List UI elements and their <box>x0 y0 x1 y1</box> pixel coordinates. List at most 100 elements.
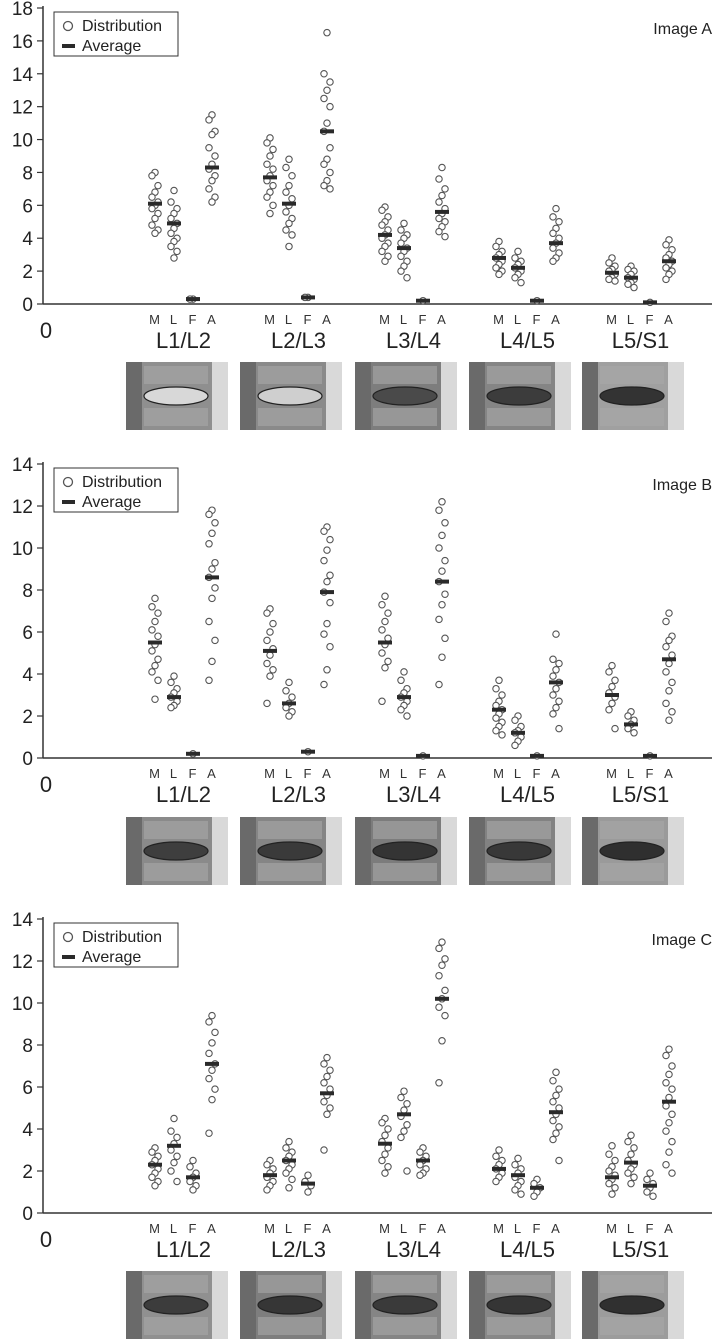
data-point <box>378 221 386 229</box>
data-point <box>608 699 616 708</box>
data-point <box>492 726 500 735</box>
thumb-edge-right <box>668 817 684 885</box>
thumb-edge-left <box>582 362 598 430</box>
data-point <box>148 626 156 634</box>
thumb-edge-right <box>326 817 342 885</box>
legend: Distribution Average <box>53 467 179 513</box>
thumb-disc <box>372 1295 438 1315</box>
group-l3-l4: M L F AL3/L4 <box>378 163 449 353</box>
average-marker <box>662 259 676 264</box>
data-point <box>624 1169 632 1177</box>
data-point <box>416 1148 424 1156</box>
data-point <box>668 678 676 687</box>
thumb-edge-left <box>355 362 371 430</box>
data-point <box>665 687 673 695</box>
panel-title: Image C <box>652 932 712 949</box>
data-point <box>208 1095 216 1104</box>
thumb-disc <box>143 841 209 861</box>
data-point <box>605 1167 613 1175</box>
thumb-vertebra-bottom <box>258 863 322 881</box>
thumb-vertebra-top <box>258 821 322 839</box>
data-point <box>608 1190 616 1198</box>
average-marker <box>263 648 277 653</box>
data-point <box>154 181 162 190</box>
sub-label-a: A <box>207 766 217 781</box>
data-point <box>397 267 405 275</box>
y-tick-label: 2 <box>22 1162 33 1183</box>
thumb-edge-left <box>355 1271 371 1339</box>
legend-marker-distribution <box>62 20 74 32</box>
average-marker <box>397 695 411 700</box>
sub-label-a: A <box>437 1221 447 1236</box>
thumb-edge-left <box>469 1271 485 1339</box>
data-point <box>263 193 271 201</box>
average-marker <box>301 1181 315 1186</box>
thumb-vertebra-bottom <box>600 863 664 881</box>
sub-label-l: L <box>285 312 293 327</box>
thumb-vertebra-top <box>373 821 437 839</box>
data-point <box>611 1156 619 1165</box>
legend-label-average: Average <box>82 494 141 511</box>
data-point <box>441 556 449 565</box>
sub-label-a: A <box>437 766 447 781</box>
average-marker <box>282 701 296 706</box>
data-point <box>320 1079 328 1087</box>
data-point <box>549 1116 557 1125</box>
sub-label-a: A <box>551 312 561 327</box>
data-point <box>282 208 290 216</box>
sub-label-l: L <box>170 1221 178 1236</box>
data-point <box>205 617 213 626</box>
sub-label-m: M <box>264 312 276 327</box>
y-tick-label: 0 <box>22 1204 33 1225</box>
average-marker <box>301 749 315 754</box>
sub-label-f: F <box>419 312 428 327</box>
sub-label-l: L <box>285 766 293 781</box>
thumbnail-image <box>469 362 571 430</box>
thumb-vertebra-bottom <box>373 863 437 881</box>
data-point <box>205 1018 213 1026</box>
average-marker <box>643 753 657 758</box>
average-marker <box>148 640 162 645</box>
data-point <box>441 986 449 995</box>
data-point <box>205 540 213 548</box>
thumb-edge-right <box>326 1271 342 1339</box>
sub-label-m: M <box>379 312 391 327</box>
thumbnail-l2-l3 <box>240 362 342 430</box>
data-point <box>378 600 386 609</box>
sub-label-m: M <box>493 766 505 781</box>
y-tick-label: 14 <box>12 910 34 931</box>
sub-label-l: L <box>627 312 635 327</box>
average-marker <box>205 575 219 580</box>
data-point <box>397 226 405 234</box>
data-point <box>627 1150 635 1158</box>
thumb-disc <box>257 841 323 861</box>
data-point <box>378 626 386 634</box>
data-point <box>205 185 213 193</box>
data-point <box>263 139 271 147</box>
data-point <box>326 168 334 177</box>
group-label: L1/L2 <box>156 782 211 807</box>
thumbnail-image <box>582 817 684 885</box>
data-point <box>381 1131 389 1140</box>
data-point <box>170 186 178 195</box>
data-point <box>154 609 162 617</box>
average-marker <box>662 657 676 662</box>
data-point <box>323 1072 331 1081</box>
thumb-vertebra-bottom <box>144 408 208 426</box>
group-l3-l4: M L F AL3/L4 <box>378 498 449 807</box>
data-point <box>662 241 670 249</box>
data-point <box>208 1039 216 1047</box>
data-point <box>662 642 670 651</box>
average-marker <box>492 255 506 260</box>
data-point <box>320 1146 328 1154</box>
data-point <box>665 609 673 617</box>
data-point <box>665 1118 673 1127</box>
data-point <box>378 1156 386 1165</box>
thumb-vertebra-top <box>600 1275 664 1293</box>
data-point <box>205 510 213 519</box>
data-point <box>549 1097 557 1106</box>
data-point <box>269 619 277 628</box>
legend-label-average: Average <box>82 38 141 55</box>
average-marker <box>148 1162 162 1167</box>
data-point <box>323 119 331 127</box>
